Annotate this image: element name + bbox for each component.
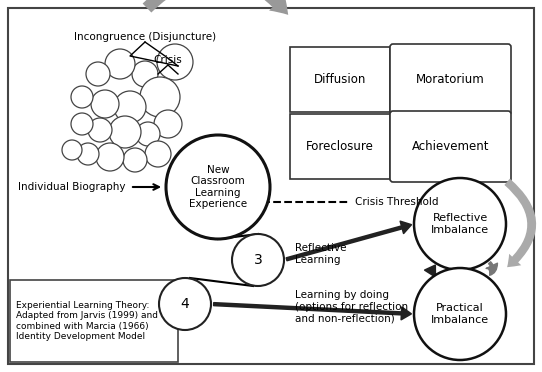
Circle shape	[157, 44, 193, 80]
Circle shape	[232, 234, 284, 286]
Circle shape	[154, 110, 182, 138]
Circle shape	[91, 90, 119, 118]
Text: Experiential Learning Theory:
Adapted from Jarvis (1999) and
combined with Marci: Experiential Learning Theory: Adapted fr…	[16, 301, 158, 341]
FancyArrowPatch shape	[143, 0, 288, 15]
Text: Diffusion: Diffusion	[314, 73, 366, 86]
Text: Crisis: Crisis	[153, 55, 182, 65]
FancyArrowPatch shape	[439, 181, 461, 195]
Circle shape	[145, 141, 171, 167]
Circle shape	[62, 140, 82, 160]
Bar	[290, 114, 390, 179]
Circle shape	[109, 116, 141, 148]
Text: Moratorium: Moratorium	[416, 73, 485, 86]
Circle shape	[88, 118, 112, 142]
Text: Reflective
Learning: Reflective Learning	[295, 243, 346, 265]
Text: Reflective
Imbalance: Reflective Imbalance	[431, 213, 489, 235]
Text: Individual Biography: Individual Biography	[18, 182, 126, 192]
FancyArrowPatch shape	[425, 265, 435, 277]
FancyArrowPatch shape	[286, 221, 411, 261]
Circle shape	[414, 178, 506, 270]
FancyArrowPatch shape	[486, 262, 498, 275]
Text: 3: 3	[254, 253, 262, 267]
Circle shape	[105, 49, 135, 79]
Circle shape	[159, 278, 211, 330]
Bar	[10, 280, 178, 362]
Text: 4: 4	[180, 297, 189, 311]
Circle shape	[132, 61, 158, 87]
Text: Incongruence (Disjuncture): Incongruence (Disjuncture)	[74, 32, 216, 42]
Text: Crisis Threshold: Crisis Threshold	[355, 197, 438, 207]
FancyBboxPatch shape	[390, 44, 511, 115]
Circle shape	[114, 91, 146, 123]
Circle shape	[136, 122, 160, 146]
Circle shape	[77, 143, 99, 165]
Bar	[290, 47, 390, 112]
Text: New
Classroom
Learning
Experience: New Classroom Learning Experience	[189, 164, 247, 209]
Circle shape	[140, 77, 180, 117]
Circle shape	[123, 148, 147, 172]
Circle shape	[71, 113, 93, 135]
Text: Practical
Imbalance: Practical Imbalance	[431, 303, 489, 325]
Circle shape	[86, 62, 110, 86]
Circle shape	[96, 143, 124, 171]
Circle shape	[71, 86, 93, 108]
Text: Learning by doing
(options for reflection
and non-reflection): Learning by doing (options for reflectio…	[295, 291, 408, 324]
Text: Achievement: Achievement	[412, 140, 489, 153]
Text: Foreclosure: Foreclosure	[306, 140, 374, 153]
FancyArrowPatch shape	[505, 179, 536, 267]
FancyBboxPatch shape	[390, 111, 511, 182]
FancyArrowPatch shape	[214, 303, 411, 320]
Circle shape	[166, 135, 270, 239]
Circle shape	[414, 268, 506, 360]
